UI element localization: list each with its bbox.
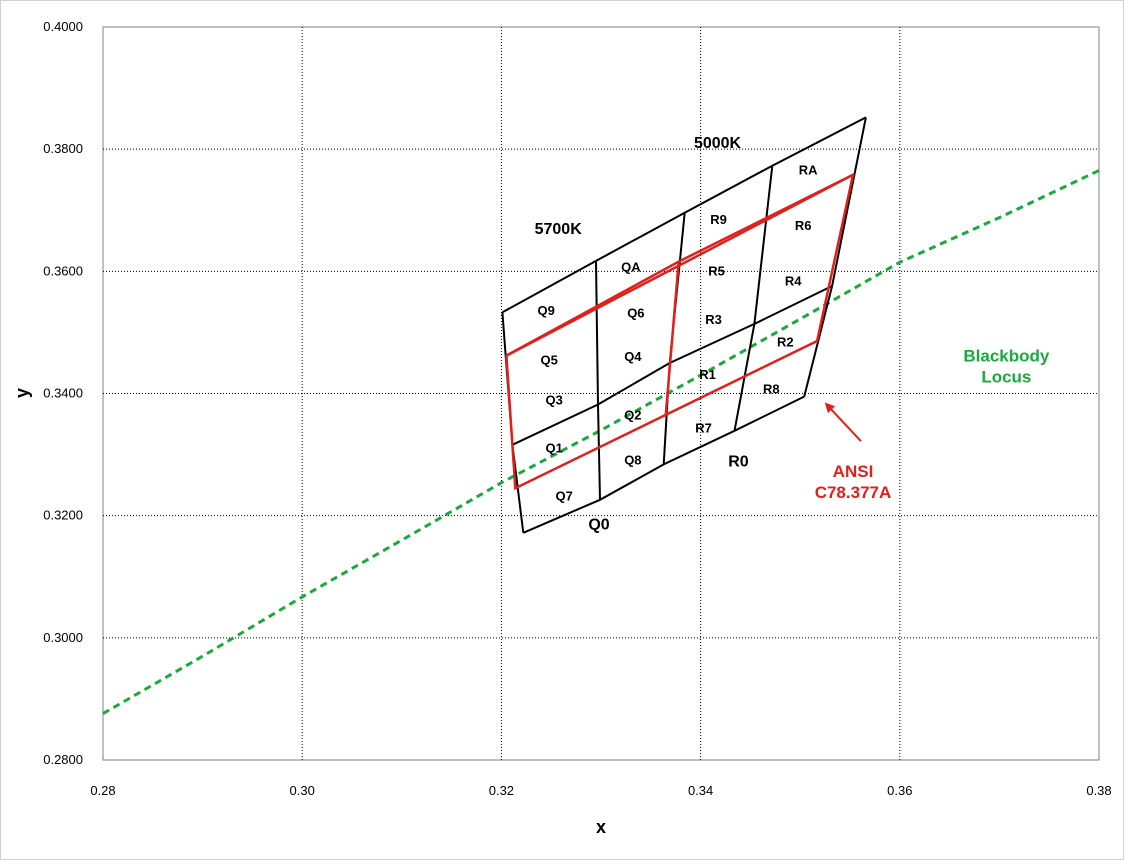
group-label-q0: Q0 (588, 517, 609, 534)
bin-label-q6: Q6 (627, 305, 644, 320)
annotation-line: Locus (981, 368, 1031, 387)
blackbody-locus-layer (102, 169, 1100, 715)
bin-label-qa: QA (621, 259, 641, 274)
bin-label-r4: R4 (785, 273, 802, 288)
x-tick-label: 0.34 (688, 783, 713, 798)
group-label-r0: R0 (728, 454, 749, 471)
x-tick-label: 0.36 (887, 783, 912, 798)
bin-label-q1: Q1 (546, 440, 563, 455)
annotation-line: ANSI (833, 462, 874, 481)
y-axis-title: y (12, 388, 32, 398)
bin-label-q3: Q3 (546, 393, 563, 408)
bin-label-q8: Q8 (624, 452, 641, 467)
bin-label-q5: Q5 (541, 352, 558, 367)
group-label-5000k: 5000K (694, 135, 742, 152)
y-tick-label: 0.3200 (43, 508, 83, 523)
annotation-line: C78.377A (815, 483, 892, 502)
bin-label-r2: R2 (777, 335, 794, 350)
ansi-quadrangle-layer (505, 172, 855, 491)
bin-column-line (501, 312, 525, 533)
tick-labels: 0.28 0.30 0.32 0.34 0.36 0.38 0.2800 0.3000 0.32… (43, 19, 1111, 798)
x-tick-label: 0.38 (1086, 783, 1111, 798)
bin-label-q2: Q2 (624, 407, 641, 422)
y-tick-label: 0.3000 (43, 630, 83, 645)
bin-label-r6: R6 (795, 218, 812, 233)
bin-label-r3: R3 (705, 312, 722, 327)
gridlines (102, 26, 1100, 761)
x-tick-label: 0.32 (489, 783, 514, 798)
bin-grid-layer (501, 116, 867, 534)
bin-label-r5: R5 (708, 264, 725, 279)
ansi-label: ANSI C78.377A (815, 462, 892, 502)
bin-label-r7: R7 (695, 421, 712, 436)
ansi-pointer-arrow (824, 402, 862, 442)
group-label-5700k: 5700K (535, 221, 583, 238)
y-tick-label: 0.3400 (43, 386, 83, 401)
bin-label-q9: Q9 (538, 303, 555, 318)
x-tick-label: 0.30 (290, 783, 315, 798)
x-axis-title: x (596, 817, 606, 837)
bin-column-line (803, 117, 867, 397)
ansi-top-line (505, 173, 854, 357)
bin-label-r1: R1 (699, 367, 716, 382)
bin-column-line (595, 260, 601, 500)
y-tick-label: 0.4000 (43, 19, 83, 34)
bin-label-ra: RA (799, 162, 818, 177)
ansi-middle-line (664, 261, 680, 415)
bin-labels-layer: Q7 Q1 Q3 Q5 Q9 Q8 Q2 Q4 Q6 QA R7 R1 R3 R5 R9 R8 R2 R4 R6 RA… (535, 135, 1050, 534)
blackbody-locus-curve (102, 169, 1100, 715)
bin-label-r8: R8 (763, 382, 780, 397)
y-tick-label: 0.2800 (43, 752, 83, 767)
y-tick-label: 0.3800 (43, 141, 83, 156)
bin-label-q4: Q4 (624, 349, 642, 364)
bin-column-line (662, 212, 686, 465)
blackbody-locus-label: Blackbody Locus (963, 347, 1050, 387)
y-tick-label: 0.3600 (43, 263, 83, 278)
bin-label-r9: R9 (710, 212, 727, 227)
bin-label-q7: Q7 (555, 489, 572, 504)
x-tick-label: 0.28 (90, 783, 115, 798)
bin-row-line (511, 285, 833, 446)
annotation-line: Blackbody (963, 347, 1050, 366)
